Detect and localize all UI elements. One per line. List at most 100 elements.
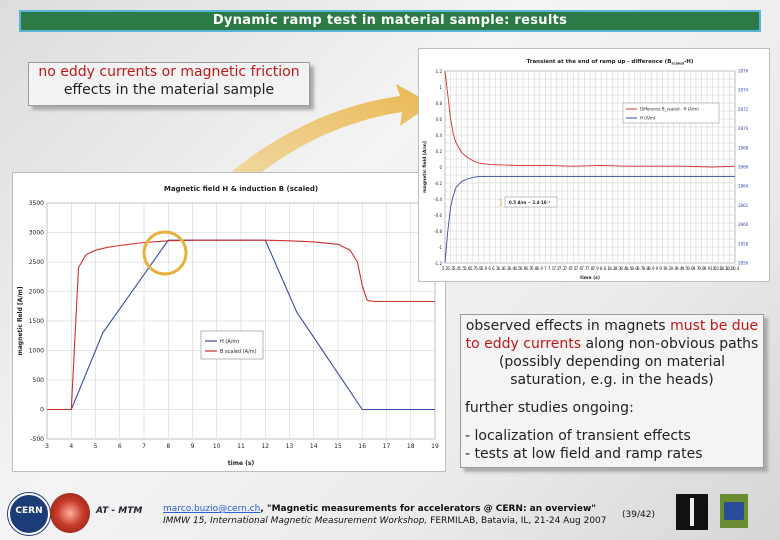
y-tick-label: 500 (33, 377, 45, 384)
legend-label-1: Difference B_scaled - H (A/m) (640, 107, 699, 112)
x-tick-label: 7.8 (587, 266, 594, 271)
x-tick-label: 6 (118, 443, 122, 450)
eu-logo-icon (720, 494, 748, 528)
x-tick-label: 6.2 (498, 266, 505, 271)
x-tick-label: 10.4 (731, 266, 740, 271)
x-tick-label: 9.8 (698, 266, 705, 271)
x-tick-label: 3 (45, 443, 49, 450)
x-tick-label: 5 (94, 443, 98, 450)
chart-title: Magnetic field H & induction B (scaled) (164, 185, 318, 193)
y2-tick-label: 2860 (738, 222, 749, 227)
x-tick-label: 5.8 (475, 266, 482, 271)
x-tick-label: 8.6 (631, 266, 638, 271)
x-tick-label: 8.3 (615, 266, 622, 271)
x-tick-label: 11 (237, 443, 245, 450)
y-tick-label: -1 (438, 245, 442, 250)
x-tick-label: 10 (710, 266, 716, 271)
y-tick-label: -0.6 (434, 213, 442, 218)
x-tick-label: 7.1 (548, 266, 555, 271)
x-axis-label: time (s) (228, 460, 255, 467)
annotation-text: 0.5 A/m ~ 2.4·10⁻⁴ (509, 200, 551, 205)
x-tick-label: 5.7 (470, 266, 477, 271)
x-tick-label: 6.8 (531, 266, 538, 271)
callout-right-line1: observed effects in magnets must be due (465, 317, 759, 335)
y-tick-label: 0 (439, 165, 442, 170)
x-tick-label: 8.8 (643, 266, 650, 271)
x-tick-label: 7 (142, 443, 146, 450)
x-tick-label: 9.7 (693, 266, 700, 271)
legend-label-1: H (A/m) (220, 339, 239, 345)
footer-citation: marco.buzio@cern.ch, "Magnetic measureme… (163, 503, 607, 527)
y-tick-label: -0.2 (434, 181, 442, 186)
y-tick-label: 1 (439, 85, 442, 90)
cern-logo-icon: CERN (8, 493, 50, 535)
x-tick-label: 5.4 (453, 266, 460, 271)
x-tick-label: 10.1 (714, 266, 723, 271)
x-tick-label: 13 (286, 443, 294, 450)
y-tick-label: 0.2 (436, 149, 443, 154)
x-tick-label: 9 (656, 266, 659, 271)
y2-tick-label: 2866 (738, 165, 749, 170)
x-tick-label: 8.1 (604, 266, 611, 271)
cern-logo-text: CERN (15, 506, 43, 516)
y2-tick-label: 2864 (738, 184, 749, 189)
x-tick-label: 7.4 (565, 266, 572, 271)
legend-box (622, 102, 720, 124)
x-tick-label: 10 (213, 443, 221, 450)
y-tick-label: 0.8 (436, 101, 443, 106)
y-tick-label: 3000 (29, 230, 44, 237)
callout-right-line4: saturation, e.g. in the heads) (510, 372, 714, 388)
x-tick-label: 6.1 (492, 266, 499, 271)
y-tick-label: 2000 (29, 289, 44, 296)
y2-tick-label: 2870 (738, 126, 749, 131)
x-tick-label: 5.5 (459, 266, 466, 271)
x-tick-label: 5.3 (447, 266, 454, 271)
talk-title: , "Magnetic measurements for accelerator… (260, 504, 596, 514)
legend-label-2: B scaled (A/m) (220, 349, 257, 355)
y-tick-label: -500 (30, 436, 44, 443)
y-tick-label: -0.4 (434, 197, 442, 202)
callout-left-line2: effects in the material sample (63, 82, 275, 98)
x-tick-label: 8.9 (648, 266, 655, 271)
callout-right-bullet2: - tests at low field and ramp rates (465, 446, 703, 462)
x-tick-label: 4 (69, 443, 73, 450)
y-tick-label: 1.2 (436, 69, 443, 74)
x-tick-label: 6 (488, 266, 491, 271)
callout-right-further: further studies ongoing: (465, 400, 634, 416)
x-tick-label: 19 (431, 443, 439, 450)
series-line-2 (47, 239, 435, 411)
x-tick-label: 8.5 (626, 266, 633, 271)
y-axis-label: magnetic field [A/m] (422, 141, 428, 193)
x-tick-label: 8.2 (609, 266, 616, 271)
at-mtm-label: AT - MTM (96, 506, 143, 516)
chart-title: Transient at the end of ramp up - differ… (527, 59, 694, 66)
atom-logo-icon (50, 493, 90, 533)
transient-svg: -1.2 -1 -0.8 -0.6 -0.4 -0.2 0 0.2 0.4 0.6 0.8 1 1.2 5… (422, 59, 749, 281)
y2-tick-label: 2856 (738, 261, 749, 266)
workshop-name: IMMW 15, International Magnetic Measurem… (163, 516, 428, 526)
x-tick-label: 7 (544, 266, 547, 271)
x-tick-label: 15 (334, 443, 342, 450)
workshop-location: FERMILAB, Batavia, IL, 21-24 Aug 2007 (427, 516, 607, 526)
callout-right-bullet1: - localization of transient effects (465, 428, 691, 444)
x-tick-label: 8 (166, 443, 170, 450)
x-tick-label: 5.9 (481, 266, 488, 271)
x-tick-label: 9.2 (665, 266, 672, 271)
x-tick-label: 6.5 (514, 266, 521, 271)
fermilab-logo-icon (676, 494, 708, 530)
callout-left-line1: no eddy currents or magnetic friction (38, 64, 300, 80)
legend-label-2: H (A/m) (640, 116, 656, 121)
annotation-bracket: ] (499, 198, 502, 207)
y2-tick-label: 2868 (738, 145, 749, 150)
y2-tick-label: 2876 (738, 69, 749, 74)
y-axis-label: magnetic field [A/m] (17, 286, 24, 355)
y2-tick-label: 2862 (738, 203, 749, 208)
series-line-2 (444, 176, 735, 264)
callout-no-eddy: no eddy currents or magnetic friction ef… (28, 62, 310, 106)
field-induction-chart: -500 0 500 1000 1500 2000 2500 3000 3500 3 4 5 6 7 8 9 1… (12, 172, 446, 472)
x-tick-label: 12 (261, 443, 269, 450)
series-line-1 (444, 70, 736, 168)
author-email-link[interactable]: marco.buzio@cern.ch (163, 504, 261, 514)
x-tick-label: 7.6 (576, 266, 583, 271)
text-eddy-currents: to eddy currents (465, 336, 582, 352)
